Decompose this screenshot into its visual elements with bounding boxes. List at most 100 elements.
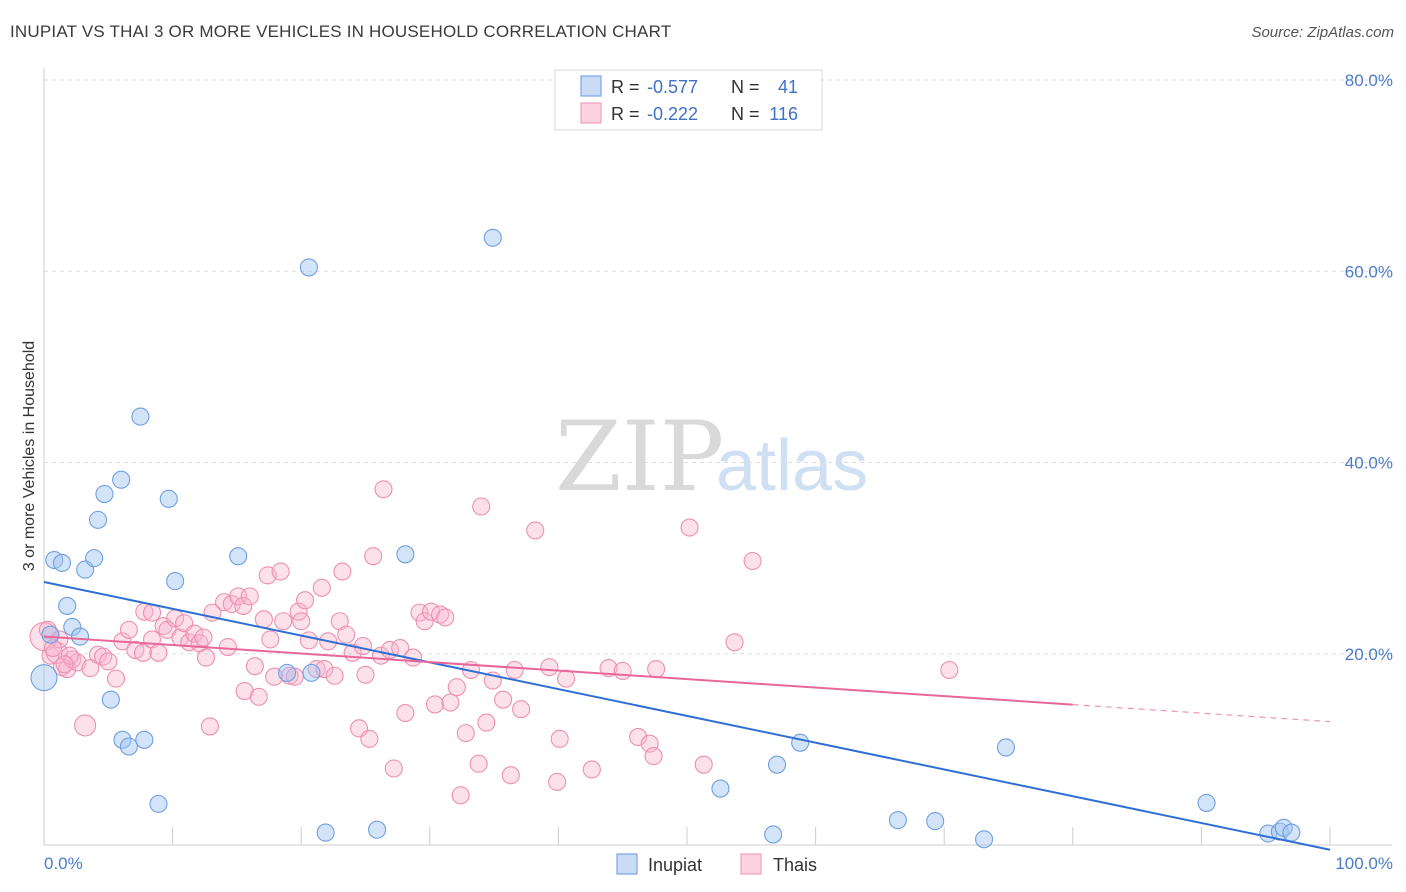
data-point-thais xyxy=(360,729,379,748)
data-point-inupiat xyxy=(278,663,297,682)
data-point-thais xyxy=(333,562,352,581)
data-point-thais xyxy=(456,724,475,743)
data-point-thais xyxy=(196,648,216,667)
data-point-thais xyxy=(222,594,241,614)
data-point-thais xyxy=(261,630,280,649)
y-tick-label: 60.0% xyxy=(1345,262,1393,281)
data-point-thais xyxy=(74,714,97,737)
data-point-thais xyxy=(292,612,311,631)
data-point-thais xyxy=(629,727,648,746)
source-note: Source: ZipAtlas.com xyxy=(1251,24,1394,41)
data-point-thais xyxy=(234,596,253,615)
trend-line-thais-extension xyxy=(1072,704,1331,723)
legend-r-label-thais: R = xyxy=(611,104,640,124)
data-point-thais xyxy=(477,713,496,732)
data-point-thais xyxy=(940,660,959,680)
data-point-thais xyxy=(119,620,138,639)
data-point-thais xyxy=(501,766,520,785)
data-point-inupiat xyxy=(119,737,138,756)
data-point-inupiat xyxy=(483,228,502,247)
data-point-inupiat xyxy=(58,596,77,615)
bottom-legend-swatch-thais xyxy=(740,853,762,875)
data-point-inupiat xyxy=(368,820,387,839)
data-point-thais xyxy=(185,624,204,643)
legend-n-label-inupiat: N = xyxy=(731,77,760,97)
y-tick-label: 40.0% xyxy=(1345,454,1393,473)
data-point-inupiat xyxy=(1282,823,1301,842)
legend-r-label-inupiat: R = xyxy=(611,77,640,97)
data-point-inupiat xyxy=(85,549,104,568)
data-point-thais xyxy=(94,647,113,666)
data-point-thais xyxy=(280,666,299,685)
data-point-thais xyxy=(415,612,434,631)
trend-lines xyxy=(43,581,1331,851)
data-point-thais xyxy=(364,547,383,566)
data-point-thais xyxy=(647,659,666,679)
data-point-thais xyxy=(271,562,290,581)
legend-n-value-inupiat: 41 xyxy=(778,77,798,97)
legend-bottom: Inupiat Thais xyxy=(616,853,817,875)
data-point-inupiat xyxy=(159,489,178,508)
legend-swatch-thais xyxy=(580,102,602,124)
data-point-thais xyxy=(526,521,545,540)
data-point-thais xyxy=(469,754,488,773)
data-point-thais xyxy=(296,591,315,610)
data-point-thais xyxy=(99,652,118,671)
x-tick-label: 100.0% xyxy=(1335,854,1393,873)
data-point-inupiat xyxy=(764,825,783,844)
data-point-inupiat xyxy=(302,663,321,682)
data-point-thais xyxy=(431,605,450,624)
data-point-inupiat xyxy=(1197,793,1216,812)
data-point-thais xyxy=(254,610,273,629)
data-point-thais xyxy=(240,587,259,606)
bottom-legend-inupiat: Inupiat xyxy=(648,855,702,875)
data-point-thais xyxy=(353,637,372,656)
data-point-inupiat xyxy=(131,407,150,426)
data-point-thais xyxy=(43,638,63,658)
data-point-thais xyxy=(505,660,524,680)
data-point-thais xyxy=(436,608,455,627)
data-point-inupiat xyxy=(70,627,90,646)
data-point-inupiat xyxy=(41,625,60,644)
data-point-thais xyxy=(582,760,601,779)
data-point-thais xyxy=(557,669,576,688)
data-point-thais xyxy=(441,693,460,712)
data-point-inupiat xyxy=(299,258,318,277)
thais-points xyxy=(29,480,959,805)
data-point-thais xyxy=(106,669,126,688)
data-point-thais xyxy=(245,657,264,676)
data-point-inupiat xyxy=(113,730,132,749)
data-point-thais xyxy=(425,695,444,714)
data-point-inupiat xyxy=(711,779,730,798)
bottom-legend-thais: Thais xyxy=(773,855,817,875)
data-point-inupiat xyxy=(101,690,120,709)
data-point-thais xyxy=(274,612,293,631)
legend-top: R = -0.577 N = 41 R = -0.222 N = 116 xyxy=(554,69,823,131)
data-point-thais xyxy=(540,658,559,677)
data-point-inupiat xyxy=(149,794,168,813)
data-point-inupiat xyxy=(95,485,114,504)
legend-r-value-thais: -0.222 xyxy=(647,104,698,124)
chart-title: INUPIAT VS THAI 3 OR MORE VEHICLES IN HO… xyxy=(10,22,672,41)
y-tick-label: 80.0% xyxy=(1345,71,1393,90)
data-point-thais xyxy=(249,687,268,706)
axes xyxy=(43,68,1392,846)
data-point-thais xyxy=(447,678,466,697)
data-point-thais xyxy=(743,551,762,571)
data-point-thais xyxy=(472,497,491,516)
data-point-inupiat xyxy=(88,510,108,529)
data-point-inupiat xyxy=(791,733,810,752)
tick-labels: 20.0% 40.0% 60.0% 80.0% 0.0% 100.0% xyxy=(44,71,1393,873)
x-tick-label: 0.0% xyxy=(44,854,83,873)
legend-swatch-inupiat xyxy=(580,75,602,97)
data-point-thais xyxy=(149,643,168,662)
trend-line-thais xyxy=(43,635,1073,706)
data-point-thais xyxy=(58,659,77,679)
legend-r-value-inupiat: -0.577 xyxy=(647,77,698,97)
data-point-thais xyxy=(494,690,513,709)
gridlines xyxy=(44,79,1392,655)
data-point-thais xyxy=(356,665,375,684)
inupiat-points xyxy=(30,228,1301,849)
data-point-thais xyxy=(133,643,153,662)
